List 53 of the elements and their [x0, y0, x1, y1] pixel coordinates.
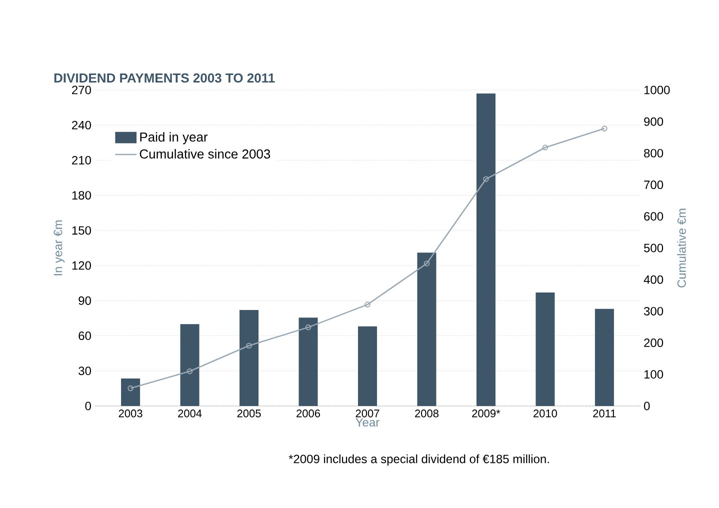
bar	[358, 326, 377, 406]
y-tick-label: 240	[72, 120, 91, 130]
legend-label: Cumulative since 2003	[140, 149, 270, 159]
y2-tick-label: 500	[644, 244, 664, 252]
text: *2009 includes a special dividend of €185 million.	[288, 454, 549, 466]
bar	[240, 310, 259, 406]
x-axis-title: Year	[356, 418, 380, 427]
point	[305, 324, 312, 330]
y-tick-label: 270	[72, 86, 91, 94]
x-tick-label: 2009*	[472, 410, 500, 418]
x-tick-label: 2006	[296, 410, 320, 418]
y-tick-label: 180	[72, 191, 91, 200]
x-tick-label: 2004	[178, 410, 202, 418]
y-tick-label: 120	[72, 261, 91, 270]
point	[364, 302, 370, 308]
x-tick-label: 2003	[118, 410, 142, 418]
bar	[417, 252, 436, 406]
y2-tick-label: 400	[644, 275, 664, 284]
y-tick-label: 60	[78, 332, 92, 340]
y-tick-label: 210	[72, 156, 91, 164]
bar	[536, 292, 555, 406]
point	[246, 342, 252, 349]
point	[483, 176, 489, 182]
y2-tick-label: 800	[644, 148, 664, 158]
y2-tick-label: 1000	[644, 86, 670, 94]
y-tick-label: 0	[85, 402, 92, 410]
y-tick-label: 30	[78, 366, 92, 376]
point	[424, 260, 430, 266]
legend-label: Paid in year	[140, 132, 208, 144]
y2-tick-label: 600	[644, 212, 664, 221]
bar	[121, 378, 140, 406]
y2-tick-label: 100	[644, 370, 664, 379]
chart-title: DIVIDEND PAYMENTS 2003 TO 2011	[54, 73, 275, 83]
y-axis-title: In year €m	[54, 220, 65, 276]
y2-tick-label: 900	[644, 117, 664, 126]
y-tick-label: 90	[78, 296, 92, 305]
y2-tick-label: 200	[644, 338, 664, 348]
x-tick-label: 2010	[534, 410, 558, 418]
x-tick-label: 2005	[237, 410, 261, 418]
y2-tick-label: 0	[644, 402, 650, 410]
y2-axis-title: Cumulative €m	[677, 208, 686, 288]
bar	[476, 94, 496, 406]
x-tick-label: 2007	[356, 410, 380, 418]
bar	[180, 324, 200, 406]
point	[186, 368, 193, 374]
x-tick-label: 2008	[415, 410, 438, 418]
y2-tick-label: 300	[644, 306, 664, 316]
bar	[298, 318, 318, 406]
y2-tick-label: 700	[644, 180, 664, 190]
y-tick-label: 150	[72, 226, 91, 235]
bar	[594, 308, 614, 406]
point	[542, 144, 548, 150]
x-tick-label: 2011	[593, 410, 616, 418]
